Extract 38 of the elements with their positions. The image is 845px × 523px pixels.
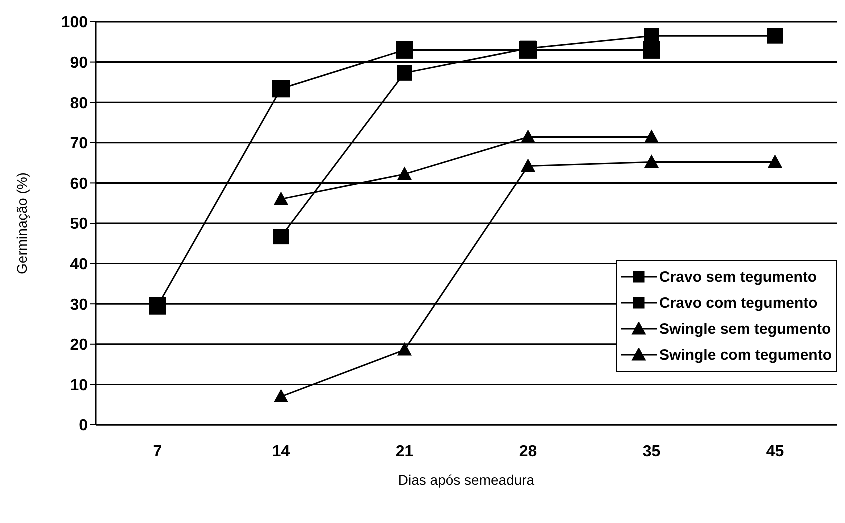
y-tick-label: 30 xyxy=(70,296,88,314)
y-tick-label: 100 xyxy=(61,14,88,32)
point xyxy=(398,343,412,356)
point xyxy=(645,155,658,168)
point xyxy=(397,65,412,81)
x-tick-label: 7 xyxy=(153,443,162,460)
x-tick-label: 45 xyxy=(766,443,784,460)
point xyxy=(645,130,658,144)
legend-label: Cravo sem tegumento xyxy=(659,268,818,286)
x-tick-label: 14 xyxy=(272,443,290,460)
y-tick-label: 40 xyxy=(70,256,88,274)
point xyxy=(274,390,288,403)
x-axis-title: Dias após semeadura xyxy=(398,472,535,488)
legend-label: Swingle com tegumento xyxy=(659,346,832,364)
legend-label: Swingle sem tegumento xyxy=(659,320,832,338)
point xyxy=(149,297,166,315)
y-tick-label: 0 xyxy=(79,418,88,435)
point xyxy=(398,168,412,180)
y-tick-label: 60 xyxy=(70,176,88,193)
point xyxy=(272,80,290,98)
point xyxy=(274,192,288,206)
point xyxy=(274,229,289,245)
y-tick-label: 50 xyxy=(70,216,88,234)
x-tick-label: 28 xyxy=(519,443,538,460)
y-tick-label: 20 xyxy=(70,337,88,354)
point xyxy=(768,28,783,44)
legend-label: Cravo com tegumento xyxy=(659,294,818,312)
point xyxy=(522,130,535,144)
y-tick-label: 90 xyxy=(70,54,88,72)
x-tick-label: 21 xyxy=(396,443,414,460)
y-tick-label: 70 xyxy=(70,136,88,153)
y-tick-label: 80 xyxy=(70,95,88,112)
point xyxy=(768,155,782,168)
x-tick-label: 35 xyxy=(642,443,661,460)
point xyxy=(396,41,414,59)
y-axis-title: Germinação (%) xyxy=(14,172,30,274)
point xyxy=(522,160,535,172)
y-tick-label: 10 xyxy=(70,377,88,394)
